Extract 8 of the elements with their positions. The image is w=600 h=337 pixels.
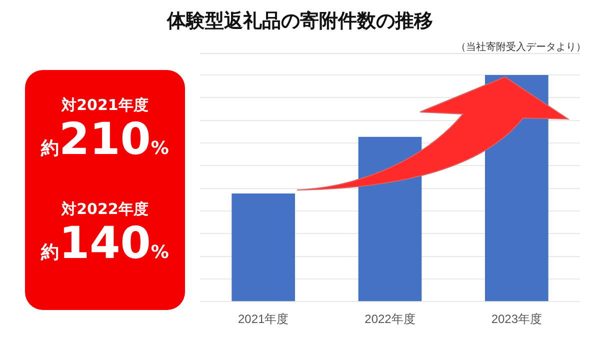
text: 対2022年度 xyxy=(60,200,150,219)
text: （当社寄附受入データより） xyxy=(456,40,586,54)
chart-title: 体験型返礼品の寄附件数の推移 xyxy=(166,9,434,34)
x-tick-label: 2021年度 xyxy=(238,312,289,326)
text: 対2021年度 xyxy=(60,96,150,115)
x-tick-label: 2023年度 xyxy=(491,312,542,326)
x-tick-label: 2022年度 xyxy=(364,312,416,326)
text: 約210% xyxy=(41,114,169,165)
